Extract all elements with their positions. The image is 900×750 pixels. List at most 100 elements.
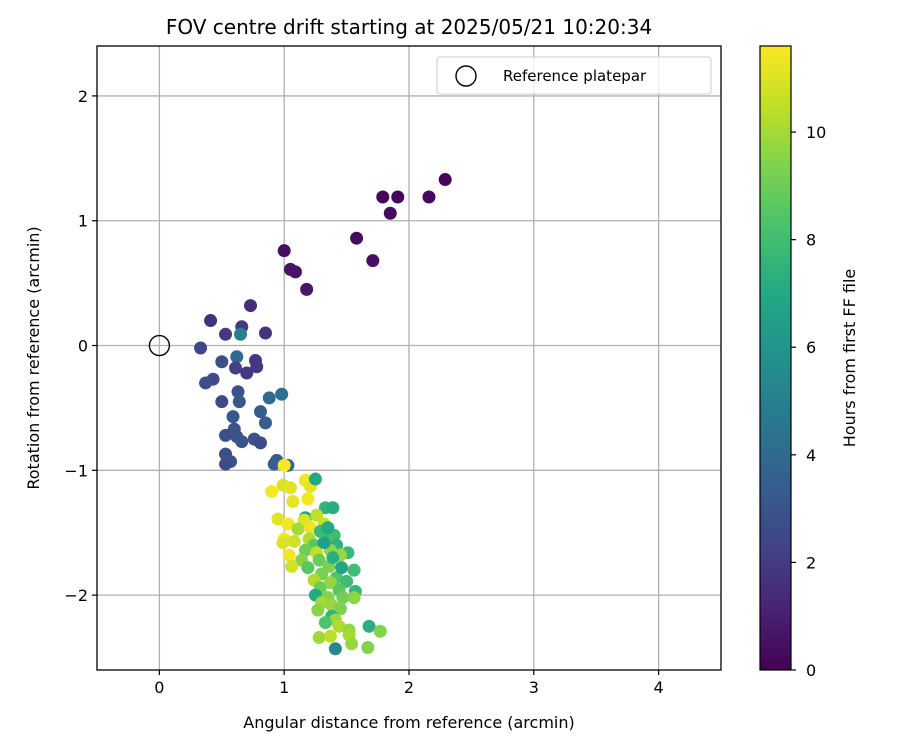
colorbar-tick-label: 2	[806, 553, 816, 572]
data-point	[275, 387, 289, 401]
data-point	[194, 341, 208, 355]
legend: Reference platepar	[436, 56, 712, 95]
data-point	[336, 591, 350, 605]
x-tick-label: 0	[154, 678, 164, 697]
colorbar-tick-label: 4	[806, 446, 816, 465]
colorbar-tick-label: 8	[806, 231, 816, 250]
data-point	[326, 501, 340, 515]
x-axis-ticks: 0 1 2 3 4	[154, 670, 664, 697]
data-point	[438, 173, 452, 187]
data-point	[215, 355, 229, 369]
data-point	[312, 553, 326, 567]
data-point	[235, 435, 249, 449]
chart-title: FOV centre drift starting at 2025/05/21 …	[166, 15, 652, 39]
data-point	[323, 576, 337, 590]
data-point	[281, 517, 295, 531]
data-point	[219, 457, 233, 471]
data-point	[277, 244, 291, 258]
data-point	[230, 350, 244, 364]
data-point	[253, 436, 267, 450]
data-point	[383, 206, 397, 220]
data-point	[376, 190, 390, 204]
data-point	[347, 591, 361, 605]
data-points	[194, 173, 452, 656]
data-point	[321, 521, 335, 535]
data-point	[301, 492, 315, 506]
data-point	[232, 395, 246, 409]
x-tick-label: 4	[654, 678, 664, 697]
colorbar-tick-label: 10	[806, 123, 826, 142]
data-point	[199, 376, 213, 390]
data-point	[332, 619, 346, 633]
y-tick-label: −2	[64, 586, 88, 605]
data-point	[258, 326, 272, 340]
data-point	[303, 521, 317, 535]
legend-box	[436, 56, 712, 95]
colorbar: 0 2 4 6 8 10 Hours from first FF file	[759, 45, 859, 680]
data-point	[271, 512, 285, 526]
data-point	[229, 361, 243, 375]
data-point	[347, 563, 361, 577]
data-point	[345, 637, 359, 651]
data-point	[219, 428, 233, 442]
x-tick-label: 3	[529, 678, 539, 697]
data-point	[301, 561, 315, 575]
colorbar-label: Hours from first FF file	[840, 269, 859, 448]
x-tick-label: 2	[404, 678, 414, 697]
data-point	[335, 561, 349, 575]
data-point	[328, 642, 342, 656]
data-point	[311, 603, 325, 617]
data-point	[318, 616, 332, 630]
data-point	[286, 495, 300, 509]
data-point	[258, 416, 272, 430]
data-point	[287, 534, 301, 548]
data-point	[267, 457, 281, 471]
legend-label: Reference platepar	[503, 67, 647, 85]
data-point	[308, 472, 322, 486]
reference-marker	[148, 334, 171, 357]
data-point	[215, 395, 229, 409]
data-point	[283, 481, 297, 495]
data-point	[361, 641, 375, 655]
data-point	[277, 458, 291, 472]
data-point	[333, 602, 347, 616]
data-point	[234, 327, 248, 341]
y-tick-label: −1	[64, 461, 88, 480]
data-point	[300, 282, 314, 296]
data-point	[262, 391, 276, 405]
data-point	[244, 299, 258, 313]
data-point	[265, 485, 279, 499]
colorbar-tick-label: 0	[806, 661, 816, 680]
y-tick-label: 1	[78, 212, 88, 231]
data-point	[250, 360, 264, 374]
legend-reference-marker	[455, 65, 477, 87]
data-point	[340, 574, 354, 588]
colorbar-ticks: 0 2 4 6 8 10	[791, 123, 826, 680]
data-point	[312, 631, 326, 645]
data-point	[204, 314, 218, 328]
data-point	[310, 508, 324, 522]
data-point	[291, 522, 305, 536]
data-point	[226, 410, 240, 424]
data-point	[219, 327, 233, 341]
data-point	[285, 559, 299, 573]
x-tick-label: 1	[279, 678, 289, 697]
data-point	[288, 265, 302, 279]
data-point	[350, 231, 364, 245]
data-point	[231, 385, 245, 399]
y-axis-ticks: −2 −1 0 1 2	[64, 87, 97, 605]
x-axis-title: Angular distance from reference (arcmin)	[243, 713, 574, 732]
colorbar-tick-label: 6	[806, 338, 816, 357]
y-axis-title: Rotation from reference (arcmin)	[24, 226, 43, 489]
data-point	[422, 190, 436, 204]
y-tick-label: 0	[78, 337, 88, 356]
data-point	[373, 624, 387, 638]
data-point	[366, 254, 380, 268]
data-point	[298, 543, 312, 557]
colorbar-bar	[759, 45, 792, 671]
data-point	[240, 366, 254, 380]
data-point	[276, 536, 290, 550]
y-tick-label: 2	[78, 87, 88, 106]
data-point	[362, 619, 376, 633]
grid-lines	[97, 46, 721, 670]
